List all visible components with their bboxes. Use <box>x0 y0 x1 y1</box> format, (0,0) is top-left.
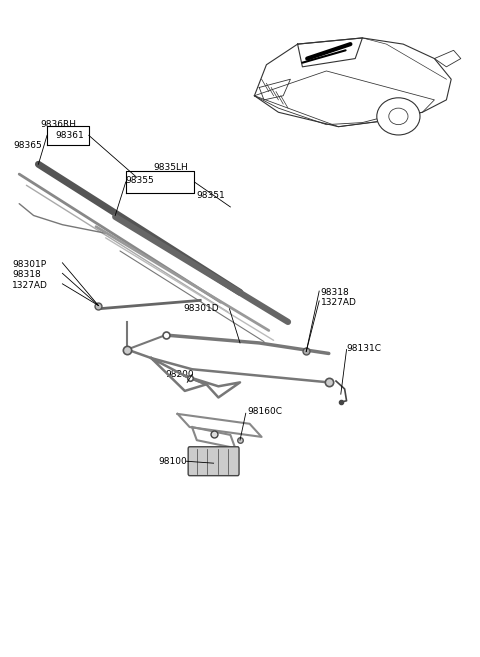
Text: 98318: 98318 <box>321 288 349 297</box>
Text: 9836RH: 9836RH <box>41 120 77 129</box>
Text: 98100: 98100 <box>158 457 187 466</box>
Text: 98301P: 98301P <box>12 260 46 269</box>
Text: 98131C: 98131C <box>347 344 382 353</box>
Text: 98361: 98361 <box>55 131 84 141</box>
Text: 98318: 98318 <box>12 270 41 279</box>
FancyBboxPatch shape <box>188 447 239 476</box>
Circle shape <box>389 108 408 125</box>
Text: 98355: 98355 <box>126 176 155 185</box>
Text: 98301D: 98301D <box>183 304 219 313</box>
Text: 1327AD: 1327AD <box>12 281 48 290</box>
Text: 1327AD: 1327AD <box>321 298 357 307</box>
Text: 98200: 98200 <box>166 370 194 379</box>
Text: 98365: 98365 <box>13 141 42 150</box>
Circle shape <box>377 98 420 135</box>
Text: 9835LH: 9835LH <box>154 163 188 172</box>
Text: 98160C: 98160C <box>247 407 282 417</box>
Text: 98351: 98351 <box>197 191 226 200</box>
